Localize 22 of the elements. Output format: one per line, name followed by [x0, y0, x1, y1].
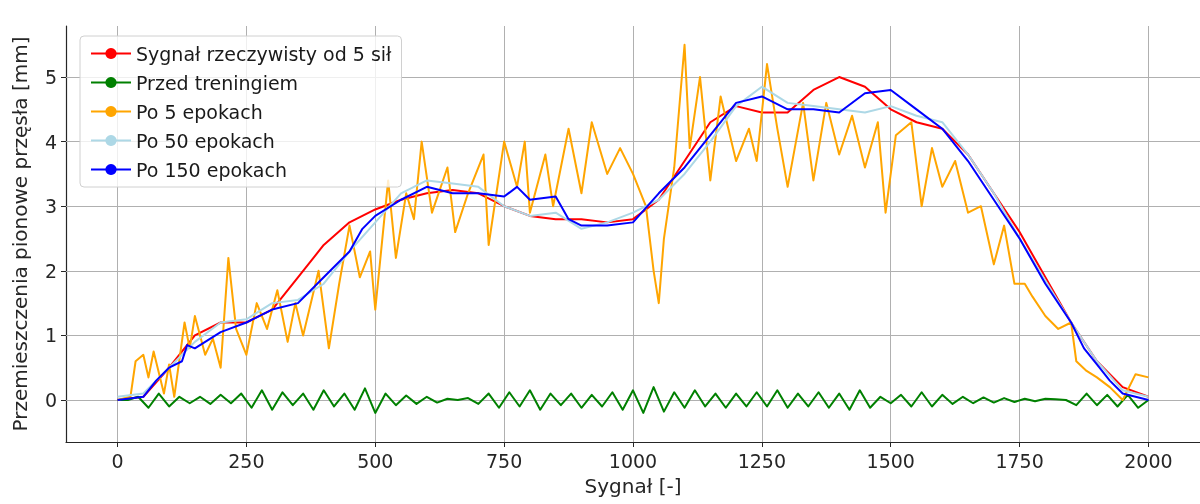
- x-axis-title: Sygnał [-]: [584, 474, 682, 498]
- x-tick-label: 0: [111, 449, 124, 472]
- legend-label: Przed treningiem: [136, 71, 299, 94]
- x-tick-label: 1000: [608, 449, 658, 472]
- y-tick-label: 2: [44, 259, 57, 282]
- legend-label: Po 150 epokach: [136, 158, 287, 181]
- y-axis-title: Przemieszczenia pionowe przęsła [mm]: [8, 36, 32, 432]
- x-tick-label: 250: [228, 449, 265, 472]
- legend-label: Po 5 epokach: [136, 100, 263, 123]
- x-tick-label: 1250: [737, 449, 787, 472]
- x-tick-label: 2000: [1124, 449, 1173, 472]
- x-tick-label: 1500: [866, 449, 915, 472]
- legend-label: Sygnał rzeczywisty od 5 sił: [136, 42, 393, 65]
- y-tick-label: 5: [44, 66, 57, 89]
- legend-label: Po 50 epokach: [136, 129, 275, 152]
- y-tick-label: 0: [44, 389, 57, 412]
- x-tick-label: 500: [357, 449, 394, 472]
- y-tick-label: 1: [44, 324, 57, 347]
- x-tick-label: 750: [486, 449, 523, 472]
- y-tick-label: 3: [44, 195, 57, 218]
- x-tick-label: 1750: [995, 449, 1044, 472]
- y-tick-label: 4: [44, 130, 57, 153]
